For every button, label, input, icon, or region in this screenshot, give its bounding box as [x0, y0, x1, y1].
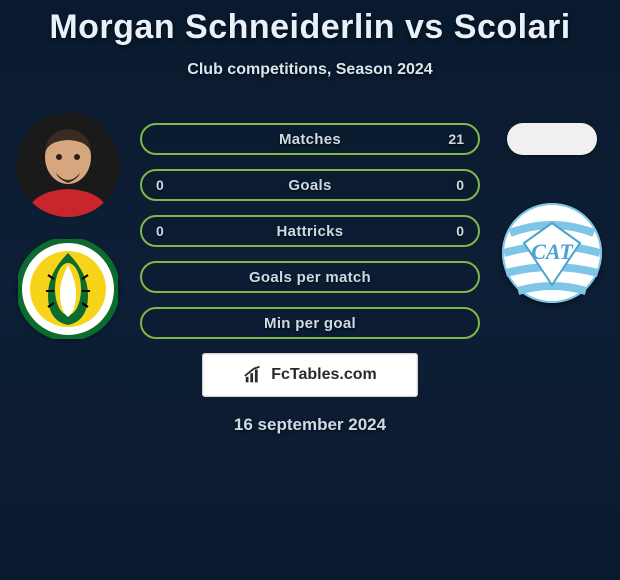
stat-label: Hattricks — [277, 223, 344, 240]
stat-right-value: 0 — [456, 177, 464, 193]
stat-row-goals-per-match: Goals per match — [140, 261, 480, 293]
player-avatar-icon — [16, 113, 120, 217]
right-club-badge: CAT — [502, 203, 602, 303]
stat-row-min-per-goal: Min per goal — [140, 307, 480, 339]
subtitle: Club competitions, Season 2024 — [0, 61, 620, 79]
left-player-column — [8, 113, 128, 339]
page-title: Morgan Schneiderlin vs Scolari — [0, 8, 620, 47]
stat-label: Goals — [288, 177, 331, 194]
stat-right-value: 21 — [448, 131, 464, 147]
right-player-column: CAT — [492, 113, 612, 303]
left-club-badge — [18, 239, 118, 339]
stat-left-value: 0 — [156, 177, 164, 193]
stat-row-matches: Matches 21 — [140, 123, 480, 155]
watermark[interactable]: FcTables.com — [202, 353, 418, 397]
comparison-card: Morgan Schneiderlin vs Scolari Club comp… — [0, 0, 620, 435]
stat-row-goals: 0 Goals 0 — [140, 169, 480, 201]
stat-label: Matches — [279, 131, 341, 148]
svg-text:CAT: CAT — [531, 239, 574, 264]
club-badge-icon — [18, 239, 118, 339]
club-badge-icon: CAT — [502, 203, 602, 303]
stat-row-hattricks: 0 Hattricks 0 — [140, 215, 480, 247]
bar-chart-icon — [243, 364, 265, 386]
date-label: 16 september 2024 — [0, 415, 620, 435]
comparison-body: CAT Matches 21 0 Goals 0 0 Hattricks 0 — [0, 123, 620, 435]
stat-right-value: 0 — [456, 223, 464, 239]
stat-rows: Matches 21 0 Goals 0 0 Hattricks 0 Goals… — [140, 123, 480, 339]
stat-label: Goals per match — [249, 269, 371, 286]
right-player-photo-placeholder — [507, 123, 597, 155]
stat-label: Min per goal — [264, 315, 356, 332]
stat-left-value: 0 — [156, 223, 164, 239]
watermark-text: FcTables.com — [271, 366, 377, 384]
left-player-photo — [16, 113, 120, 217]
